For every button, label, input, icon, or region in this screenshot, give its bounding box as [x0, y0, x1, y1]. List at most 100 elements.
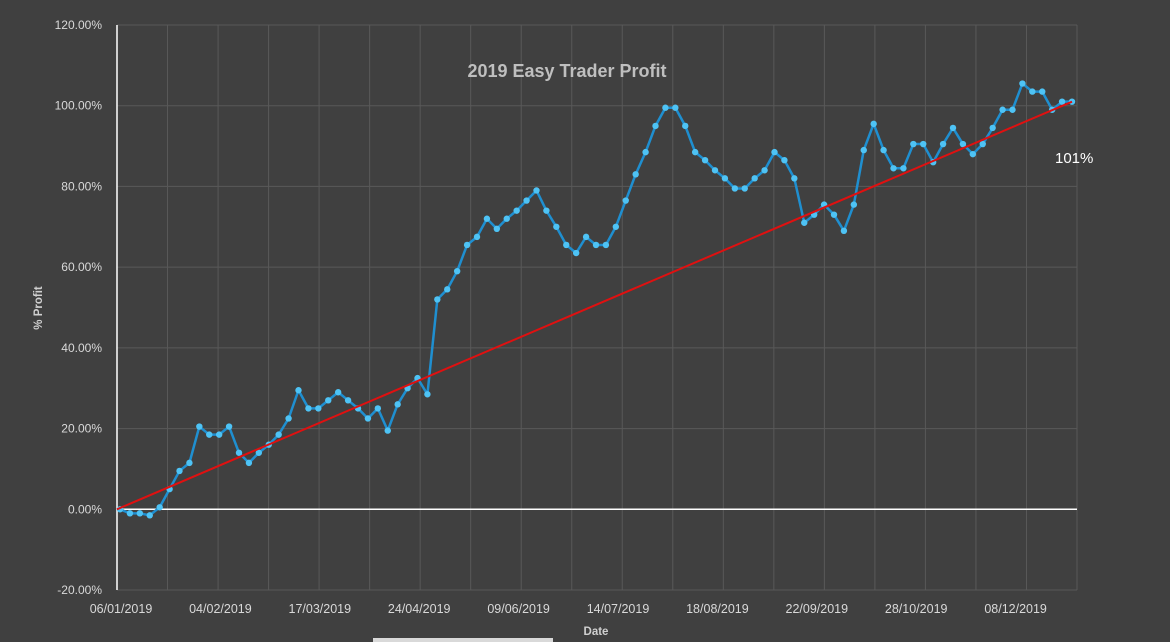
x-tick-label: 04/02/2019: [189, 602, 252, 616]
profit-data-point: [384, 427, 391, 434]
profit-data-point: [682, 122, 689, 130]
profit-data-point: [721, 175, 729, 182]
profit-data-point: [999, 106, 1006, 113]
profit-data-point: [672, 104, 679, 111]
profit-data-point: [513, 207, 520, 214]
profit-data-point: [801, 219, 808, 226]
y-tick-label: 100.00%: [55, 99, 103, 113]
x-tick-label: 14/07/2019: [587, 602, 650, 616]
y-axis-tick-labels: -20.00% 0.00% 20.00% 40.00% 60.00% 80.00% 100.…: [55, 18, 103, 597]
profit-data-point: [523, 197, 530, 204]
profit-data-point: [969, 150, 977, 158]
profit-data-point: [989, 124, 996, 132]
y-tick-label: 60.00%: [61, 260, 102, 274]
profit-data-point: [850, 201, 858, 208]
profit-data-point: [761, 167, 768, 174]
profit-data-point: [900, 165, 907, 172]
profit-data-point: [632, 171, 639, 178]
profit-data-point: [493, 225, 501, 233]
x-axis-tick-labels: 06/01/2019 04/02/2019 17/03/2019 24/04/2019…: [90, 602, 1047, 616]
profit-data-point: [1019, 80, 1026, 87]
profit-data-point: [830, 211, 838, 218]
profit-data-point: [473, 233, 481, 241]
profit-data-point: [741, 185, 748, 192]
profit-data-point: [215, 431, 223, 438]
profit-data-point: [979, 140, 986, 148]
y-tick-label: 120.00%: [55, 18, 103, 32]
gridlines: [117, 24, 1078, 591]
x-tick-label: 06/01/2019: [90, 602, 153, 616]
profit-data-point: [255, 449, 263, 456]
profit-data-point: [146, 512, 153, 519]
profit-data-point: [483, 215, 491, 222]
horizontal-scrollbar[interactable]: [373, 638, 553, 642]
profit-data-point: [126, 510, 134, 517]
y-tick-label: -20.00%: [57, 583, 102, 597]
profit-data-point: [840, 227, 848, 235]
profit-data-point: [959, 140, 967, 148]
profit-data-point: [592, 241, 600, 249]
profit-data-point: [1009, 106, 1016, 113]
profit-data-point: [503, 215, 510, 222]
y-tick-label: 40.00%: [61, 341, 102, 355]
profit-data-point: [880, 146, 887, 154]
profit-data-point: [176, 467, 183, 475]
profit-data-point: [315, 405, 322, 412]
profit-data-point: [870, 120, 877, 128]
profit-data-point: [662, 104, 669, 111]
profit-data-point: [245, 459, 253, 467]
profit-data-point: [206, 431, 213, 438]
profit-data-point: [136, 510, 144, 517]
y-tick-label: 0.00%: [68, 502, 102, 516]
x-tick-label: 22/09/2019: [786, 602, 849, 616]
trendline-series: [116, 100, 1073, 511]
profit-data-point: [364, 415, 372, 422]
x-axis-title: Date: [584, 626, 609, 638]
profit-data-point: [305, 405, 312, 412]
x-tick-label: 17/03/2019: [289, 602, 352, 616]
profit-data-point: [453, 267, 461, 275]
x-tick-label: 24/04/2019: [388, 602, 451, 616]
profit-data-point: [701, 156, 709, 164]
y-tick-label: 20.00%: [61, 422, 102, 436]
profit-data-point: [533, 187, 540, 194]
profit-data-point: [860, 146, 867, 154]
chart-title: 2019 Easy Trader Profit: [467, 61, 666, 81]
profit-data-point: [622, 197, 629, 204]
profit-data-point: [424, 391, 431, 398]
profit-data-point: [275, 431, 282, 438]
profit-data-point: [186, 459, 193, 467]
series-profit: [116, 80, 1076, 519]
final-value-annotation: 101%: [1055, 150, 1093, 167]
linear-trendline: [116, 100, 1073, 511]
profit-data-point: [394, 401, 401, 408]
profit-data-point: [910, 140, 917, 148]
x-tick-label: 18/08/2019: [686, 602, 749, 616]
profit-data-point: [602, 241, 610, 249]
profit-data-point: [463, 241, 471, 249]
profit-data-point: [374, 405, 382, 412]
profit-data-point: [444, 286, 451, 293]
profit-data-point: [285, 415, 292, 422]
profit-series-line: [119, 82, 1072, 517]
profit-data-point: [156, 504, 163, 511]
profit-data-point: [553, 223, 560, 230]
profit-data-point: [771, 148, 778, 156]
profit-data-point: [543, 207, 550, 214]
profit-data-point: [434, 296, 441, 303]
profit-data-point: [890, 165, 897, 172]
profit-data-point: [1058, 98, 1066, 105]
profit-data-point: [334, 389, 342, 396]
profit-data-point: [225, 423, 233, 430]
profit-data-point: [235, 449, 243, 456]
profit-data-point: [1039, 88, 1046, 95]
y-axis-title: % Profit: [33, 286, 45, 330]
profit-data-point: [563, 241, 570, 249]
profit-data-point: [325, 397, 332, 404]
profit-data-point: [731, 185, 739, 192]
profit-data-point: [751, 175, 758, 182]
y-tick-label: 80.00%: [61, 179, 102, 193]
profit-data-point: [781, 156, 788, 164]
profit-data-point: [711, 167, 719, 174]
